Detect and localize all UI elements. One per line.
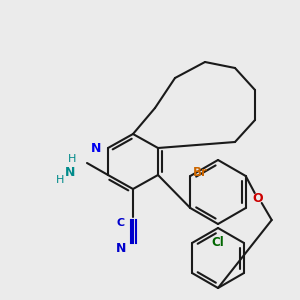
- Text: C: C: [117, 218, 125, 228]
- Text: Cl: Cl: [212, 236, 224, 248]
- Text: Br: Br: [193, 167, 208, 179]
- Text: N: N: [65, 166, 75, 178]
- Text: O: O: [252, 191, 263, 205]
- Text: H: H: [56, 175, 64, 185]
- Text: N: N: [116, 242, 126, 254]
- Text: H: H: [68, 154, 76, 164]
- Text: N: N: [91, 142, 101, 154]
